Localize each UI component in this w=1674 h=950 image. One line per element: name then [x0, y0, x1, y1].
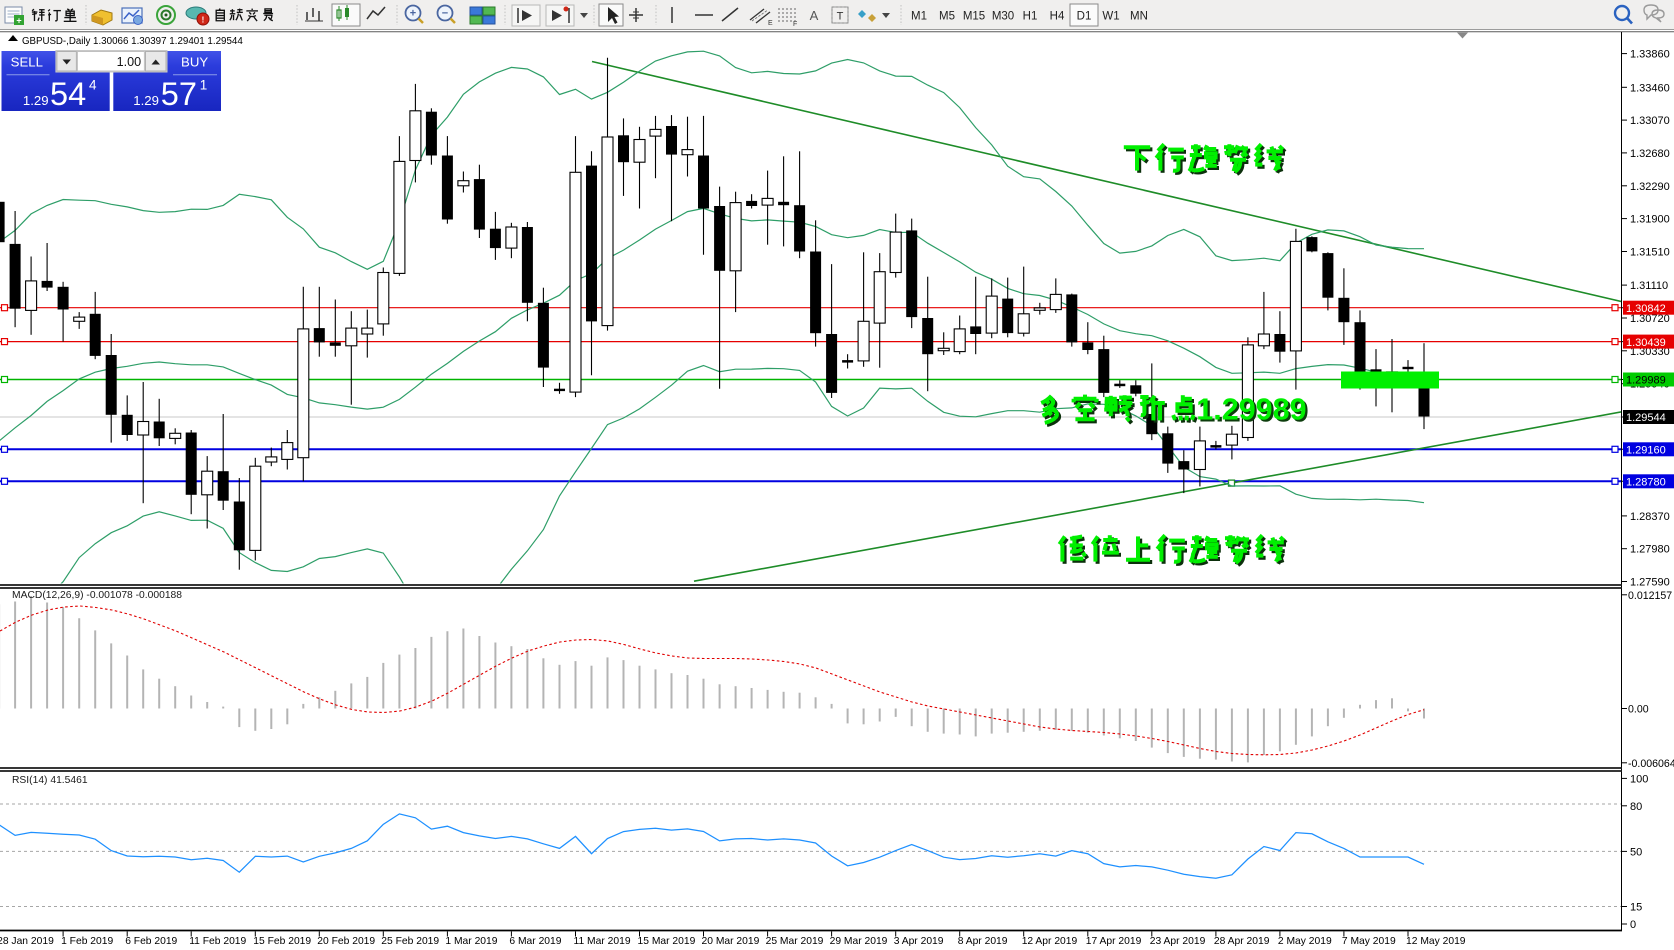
svg-text:1 Feb 2019: 1 Feb 2019 — [61, 936, 113, 947]
svg-text:1.29160: 1.29160 — [1626, 445, 1666, 457]
svg-text:F: F — [793, 21, 797, 28]
svg-text:0.012157: 0.012157 — [1628, 590, 1672, 602]
svg-text:100: 100 — [1630, 773, 1648, 785]
svg-text:BUY: BUY — [181, 55, 208, 70]
svg-text:25 Feb 2019: 25 Feb 2019 — [381, 936, 439, 947]
svg-text:1.30066 1.30397 1.29401 1.2954: 1.30066 1.30397 1.29401 1.29544 — [93, 36, 243, 47]
svg-text:!: ! — [202, 16, 205, 25]
svg-text:1.30842: 1.30842 — [1626, 303, 1666, 315]
svg-text:1.31900: 1.31900 — [1630, 214, 1670, 226]
svg-text:50: 50 — [1630, 846, 1642, 858]
svg-text:1.31110: 1.31110 — [1630, 280, 1668, 292]
svg-text:15: 15 — [1630, 902, 1642, 914]
svg-text:1.29989: 1.29989 — [1199, 395, 1309, 429]
svg-text:1.30439: 1.30439 — [1626, 337, 1666, 349]
svg-text:20 Mar 2019: 20 Mar 2019 — [702, 936, 760, 947]
svg-text:1.27980: 1.27980 — [1630, 544, 1670, 556]
svg-text:57: 57 — [161, 76, 197, 112]
svg-text:+: + — [410, 8, 416, 20]
svg-text:1.33460: 1.33460 — [1630, 82, 1670, 94]
svg-text:1: 1 — [200, 78, 208, 93]
svg-text:20 Feb 2019: 20 Feb 2019 — [317, 936, 375, 947]
svg-text:MN: MN — [1130, 11, 1148, 23]
svg-text:MACD(12,26,9) -0.001078 -0.000: MACD(12,26,9) -0.001078 -0.000188 — [12, 590, 182, 601]
svg-text:6 Feb 2019: 6 Feb 2019 — [125, 936, 177, 947]
svg-text:25 Mar 2019: 25 Mar 2019 — [766, 936, 824, 947]
svg-text:0.00: 0.00 — [1628, 704, 1649, 716]
svg-text:1.00: 1.00 — [117, 55, 142, 69]
svg-text:28 Jan 2019: 28 Jan 2019 — [0, 936, 54, 947]
svg-text:1.29989: 1.29989 — [1626, 375, 1666, 387]
svg-text:1.29: 1.29 — [23, 93, 49, 108]
svg-text:M1: M1 — [911, 11, 927, 23]
svg-text:7 May 2019: 7 May 2019 — [1342, 936, 1396, 947]
svg-text:1.30330: 1.30330 — [1630, 346, 1670, 358]
svg-text:0: 0 — [1630, 919, 1636, 931]
svg-text:2 May 2019: 2 May 2019 — [1278, 936, 1332, 947]
svg-text:H1: H1 — [1023, 11, 1038, 23]
svg-text:1.29544: 1.29544 — [1626, 412, 1666, 424]
svg-text:1.28780: 1.28780 — [1626, 477, 1666, 489]
svg-text:1.33860: 1.33860 — [1630, 49, 1670, 61]
svg-text:15 Mar 2019: 15 Mar 2019 — [638, 936, 696, 947]
svg-text:1.30720: 1.30720 — [1630, 313, 1670, 325]
svg-text:M5: M5 — [939, 11, 955, 23]
svg-text:11 Mar 2019: 11 Mar 2019 — [574, 936, 631, 947]
svg-text:GBPUSD-,Daily: GBPUSD-,Daily — [22, 36, 91, 47]
svg-text:28 Apr 2019: 28 Apr 2019 — [1214, 936, 1270, 947]
svg-text:+: + — [16, 16, 21, 26]
svg-text:29 Mar 2019: 29 Mar 2019 — [830, 936, 888, 947]
svg-text:1.27590: 1.27590 — [1630, 577, 1670, 589]
svg-text:−: − — [442, 8, 448, 20]
svg-text:1 Mar 2019: 1 Mar 2019 — [445, 936, 497, 947]
svg-text:17 Apr 2019: 17 Apr 2019 — [1086, 936, 1142, 947]
svg-text:W1: W1 — [1102, 11, 1119, 23]
svg-text:1.29989: 1.29989 — [1196, 393, 1306, 427]
svg-text:M30: M30 — [992, 11, 1014, 23]
svg-text:8 Apr 2019: 8 Apr 2019 — [958, 936, 1008, 947]
svg-text:SELL: SELL — [11, 55, 43, 70]
svg-text:23 Apr 2019: 23 Apr 2019 — [1150, 936, 1206, 947]
svg-text:3 Apr 2019: 3 Apr 2019 — [894, 936, 944, 947]
svg-text:1.28370: 1.28370 — [1630, 511, 1670, 523]
svg-text:54: 54 — [50, 76, 86, 112]
svg-text:1.31510: 1.31510 — [1630, 247, 1670, 259]
svg-text:RSI(14) 41.5461: RSI(14) 41.5461 — [12, 775, 88, 786]
svg-text:H4: H4 — [1050, 11, 1065, 23]
svg-text:A: A — [810, 8, 819, 23]
svg-text:11 Feb 2019: 11 Feb 2019 — [189, 936, 246, 947]
svg-text:4: 4 — [89, 78, 97, 93]
svg-text:M15: M15 — [963, 11, 985, 23]
svg-text:1.29: 1.29 — [133, 93, 159, 108]
svg-text:1.32680: 1.32680 — [1630, 148, 1670, 160]
svg-text:E: E — [768, 20, 773, 27]
svg-text:12 May 2019: 12 May 2019 — [1406, 936, 1466, 947]
svg-text:1.33070: 1.33070 — [1630, 115, 1670, 127]
svg-text:15 Feb 2019: 15 Feb 2019 — [253, 936, 311, 947]
svg-text:80: 80 — [1630, 801, 1642, 813]
svg-text:6 Mar 2019: 6 Mar 2019 — [509, 936, 561, 947]
svg-text:T: T — [837, 11, 844, 23]
svg-text:12 Apr 2019: 12 Apr 2019 — [1022, 936, 1078, 947]
svg-text:1.32290: 1.32290 — [1630, 181, 1670, 193]
svg-text:D1: D1 — [1077, 11, 1092, 23]
svg-text:-0.006064: -0.006064 — [1628, 758, 1674, 770]
